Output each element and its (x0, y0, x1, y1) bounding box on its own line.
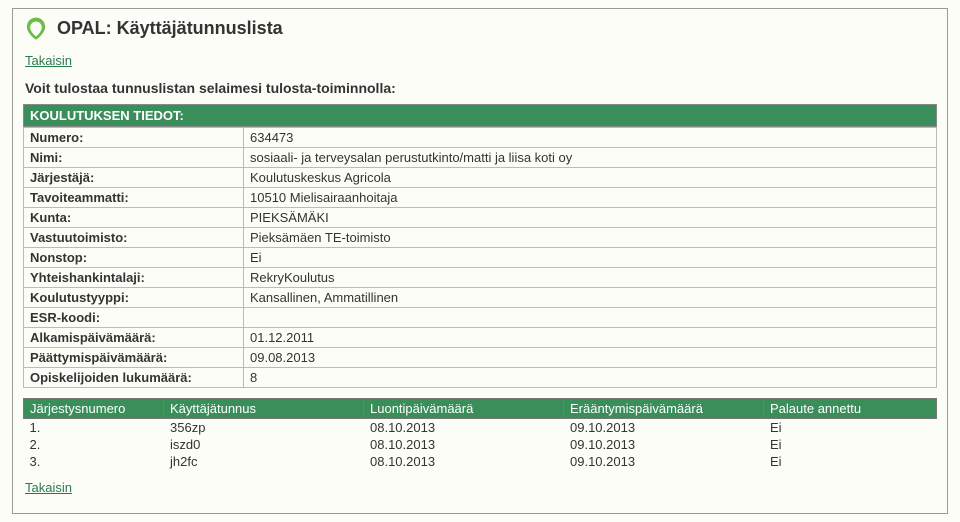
info-label: ESR-koodi: (24, 308, 244, 328)
col-index: Järjestysnumero (24, 399, 164, 419)
col-due: Erääntymispäivämäärä (564, 399, 764, 419)
cell-created: 08.10.2013 (364, 436, 564, 453)
info-label: Koulutustyyppi: (24, 288, 244, 308)
training-info-table: Numero:634473Nimi:sosiaali- ja terveysal… (23, 127, 937, 388)
info-label: Nonstop: (24, 248, 244, 268)
cell-user: iszd0 (164, 436, 364, 453)
cell-feedback: Ei (764, 453, 937, 470)
info-row: Koulutustyyppi:Kansallinen, Ammatillinen (24, 288, 937, 308)
info-label: Alkamispäivämäärä: (24, 328, 244, 348)
info-value (244, 308, 937, 328)
info-value: RekryKoulutus (244, 268, 937, 288)
info-row: Opiskelijoiden lukumäärä:8 (24, 368, 937, 388)
info-label: Yhteishankintalaji: (24, 268, 244, 288)
info-label: Vastuutoimisto: (24, 228, 244, 248)
user-table: Järjestysnumero Käyttäjätunnus Luontipäi… (23, 398, 937, 470)
info-value: 8 (244, 368, 937, 388)
main-frame: OPAL: Käyttäjätunnuslista Takaisin Voit … (12, 8, 948, 514)
info-row: Alkamispäivämäärä:01.12.2011 (24, 328, 937, 348)
col-feedback: Palaute annettu (764, 399, 937, 419)
info-row: Nonstop:Ei (24, 248, 937, 268)
info-value: PIEKSÄMÄKI (244, 208, 937, 228)
cell-user: 356zp (164, 419, 364, 437)
opal-logo-icon (23, 15, 49, 41)
cell-idx: 2. (24, 436, 164, 453)
info-value: Kansallinen, Ammatillinen (244, 288, 937, 308)
cell-user: jh2fc (164, 453, 364, 470)
info-label: Järjestäjä: (24, 168, 244, 188)
print-instruction: Voit tulostaa tunnuslistan selaimesi tul… (25, 80, 937, 96)
info-value: sosiaali- ja terveysalan perustutkinto/m… (244, 148, 937, 168)
info-label: Numero: (24, 128, 244, 148)
cell-due: 09.10.2013 (564, 453, 764, 470)
page-title: OPAL: Käyttäjätunnuslista (57, 18, 283, 39)
info-row: Numero:634473 (24, 128, 937, 148)
back-link-top[interactable]: Takaisin (25, 53, 72, 68)
info-row: Kunta:PIEKSÄMÄKI (24, 208, 937, 228)
info-value: 01.12.2011 (244, 328, 937, 348)
table-row: 1.356zp08.10.201309.10.2013Ei (24, 419, 937, 437)
info-row: Vastuutoimisto:Pieksämäen TE-toimisto (24, 228, 937, 248)
info-label: Nimi: (24, 148, 244, 168)
back-link-bottom[interactable]: Takaisin (25, 480, 72, 495)
cell-created: 08.10.2013 (364, 419, 564, 437)
info-label: Kunta: (24, 208, 244, 228)
info-row: Päättymispäivämäärä:09.08.2013 (24, 348, 937, 368)
info-row: Tavoiteammatti:10510 Mielisairaanhoitaja (24, 188, 937, 208)
info-row: Järjestäjä:Koulutuskeskus Agricola (24, 168, 937, 188)
info-row: ESR-koodi: (24, 308, 937, 328)
cell-idx: 3. (24, 453, 164, 470)
info-value: 10510 Mielisairaanhoitaja (244, 188, 937, 208)
info-row: Nimi:sosiaali- ja terveysalan perustutki… (24, 148, 937, 168)
cell-due: 09.10.2013 (564, 419, 764, 437)
info-value: 634473 (244, 128, 937, 148)
info-label: Päättymispäivämäärä: (24, 348, 244, 368)
cell-due: 09.10.2013 (564, 436, 764, 453)
section-header: KOULUTUKSEN TIEDOT: (23, 104, 937, 127)
user-table-header-row: Järjestysnumero Käyttäjätunnus Luontipäi… (24, 399, 937, 419)
cell-created: 08.10.2013 (364, 453, 564, 470)
info-value: Koulutuskeskus Agricola (244, 168, 937, 188)
title-row: OPAL: Käyttäjätunnuslista (23, 15, 937, 41)
cell-feedback: Ei (764, 436, 937, 453)
cell-idx: 1. (24, 419, 164, 437)
table-row: 2.iszd008.10.201309.10.2013Ei (24, 436, 937, 453)
cell-feedback: Ei (764, 419, 937, 437)
info-value: Pieksämäen TE-toimisto (244, 228, 937, 248)
info-row: Yhteishankintalaji:RekryKoulutus (24, 268, 937, 288)
info-value: Ei (244, 248, 937, 268)
info-value: 09.08.2013 (244, 348, 937, 368)
col-username: Käyttäjätunnus (164, 399, 364, 419)
table-row: 3.jh2fc08.10.201309.10.2013Ei (24, 453, 937, 470)
col-created: Luontipäivämäärä (364, 399, 564, 419)
info-label: Tavoiteammatti: (24, 188, 244, 208)
info-label: Opiskelijoiden lukumäärä: (24, 368, 244, 388)
